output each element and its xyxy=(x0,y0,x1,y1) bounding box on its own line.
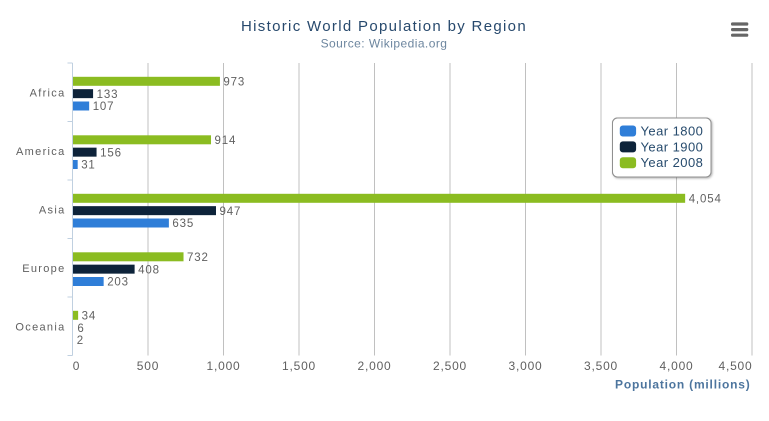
svg-text:0: 0 xyxy=(73,359,80,373)
svg-text:408: 408 xyxy=(138,264,160,276)
svg-text:Year 1900: Year 1900 xyxy=(641,139,704,154)
svg-text:4,500: 4,500 xyxy=(718,359,752,373)
svg-text:914: 914 xyxy=(215,135,237,147)
svg-text:635: 635 xyxy=(172,218,194,230)
svg-text:500: 500 xyxy=(137,359,159,373)
svg-text:1,000: 1,000 xyxy=(206,359,240,373)
svg-text:107: 107 xyxy=(93,101,115,113)
svg-text:156: 156 xyxy=(100,147,122,159)
svg-text:3,500: 3,500 xyxy=(584,359,618,373)
svg-text:America: America xyxy=(16,146,65,158)
svg-text:Asia: Asia xyxy=(39,204,66,216)
svg-text:2,500: 2,500 xyxy=(433,359,467,373)
svg-text:Population (millions): Population (millions) xyxy=(615,378,750,392)
svg-text:1,500: 1,500 xyxy=(282,359,316,373)
svg-text:Year 1800: Year 1800 xyxy=(641,123,704,138)
svg-text:133: 133 xyxy=(97,89,119,101)
svg-text:34: 34 xyxy=(82,310,97,322)
svg-text:Europe: Europe xyxy=(22,263,65,275)
svg-text:973: 973 xyxy=(223,76,245,88)
svg-text:6: 6 xyxy=(77,323,84,335)
svg-text:Year 2008: Year 2008 xyxy=(641,155,704,170)
svg-text:Africa: Africa xyxy=(30,87,66,99)
svg-text:31: 31 xyxy=(81,160,96,172)
svg-text:732: 732 xyxy=(187,252,209,264)
svg-text:4,000: 4,000 xyxy=(659,359,693,373)
svg-text:3,000: 3,000 xyxy=(508,359,542,373)
svg-text:Source: Wikipedia.org: Source: Wikipedia.org xyxy=(321,37,448,51)
svg-text:203: 203 xyxy=(107,277,129,289)
svg-text:947: 947 xyxy=(220,206,242,218)
svg-text:2,000: 2,000 xyxy=(357,359,391,373)
svg-text:2: 2 xyxy=(77,335,84,347)
svg-text:Historic World Population by R: Historic World Population by Region xyxy=(241,18,527,35)
svg-text:4,054: 4,054 xyxy=(689,193,722,205)
svg-text:Oceania: Oceania xyxy=(15,321,65,333)
